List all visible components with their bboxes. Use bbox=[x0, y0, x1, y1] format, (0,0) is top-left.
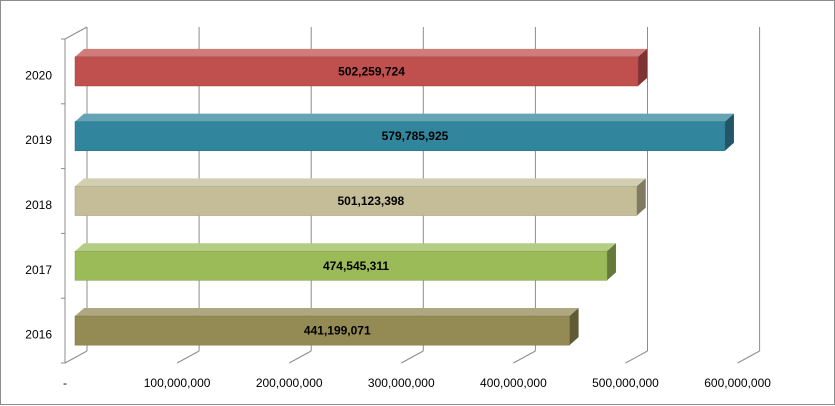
bar bbox=[74, 250, 608, 281]
floor-gridline bbox=[737, 350, 760, 364]
x-tick-label: 600,000,000 bbox=[704, 376, 771, 390]
floor-gridline bbox=[64, 350, 88, 364]
data-label: 579,785,925 bbox=[382, 129, 449, 143]
y-tick-label: 2018 bbox=[25, 198, 52, 212]
y-tick-label: 2016 bbox=[25, 328, 52, 342]
data-label: 474,545,311 bbox=[323, 259, 389, 273]
x-tick-label: 500,000,000 bbox=[592, 376, 659, 390]
bar-top-face bbox=[75, 48, 648, 57]
bar-end-face bbox=[606, 243, 616, 281]
bar-top-face bbox=[75, 243, 616, 252]
x-tick-label: 100,000,000 bbox=[144, 376, 211, 390]
floor-gridline bbox=[625, 350, 648, 364]
floor-gridline bbox=[288, 350, 312, 364]
bar bbox=[74, 121, 726, 152]
floor-gridline bbox=[513, 350, 536, 364]
bar-top-face bbox=[75, 178, 646, 187]
floor-gridline bbox=[401, 350, 424, 364]
x-tick-label: 400,000,000 bbox=[480, 376, 547, 390]
x-tick-label: 200,000,000 bbox=[256, 376, 323, 390]
x-tick-label: - bbox=[63, 376, 67, 390]
axis-wall-top bbox=[64, 26, 88, 40]
floor-gridline bbox=[176, 350, 200, 364]
bar-end-face bbox=[638, 48, 648, 86]
data-label: 441,199,071 bbox=[304, 324, 371, 338]
bar-end-face bbox=[636, 178, 646, 216]
bar-top-face bbox=[75, 113, 734, 122]
y-tick-label: 2020 bbox=[25, 68, 52, 82]
x-tick-label: 300,000,000 bbox=[368, 376, 435, 390]
bar-end-face bbox=[569, 308, 579, 346]
data-label: 501,123,398 bbox=[338, 194, 405, 208]
data-label: 502,259,724 bbox=[338, 64, 405, 78]
bar bbox=[74, 315, 570, 346]
bar-top-face bbox=[75, 308, 579, 317]
bar-end-face bbox=[724, 113, 734, 151]
bar bbox=[74, 56, 639, 87]
bar bbox=[74, 186, 638, 216]
y-tick-label: 2017 bbox=[25, 263, 52, 277]
y-tick-label: 2019 bbox=[25, 133, 52, 147]
